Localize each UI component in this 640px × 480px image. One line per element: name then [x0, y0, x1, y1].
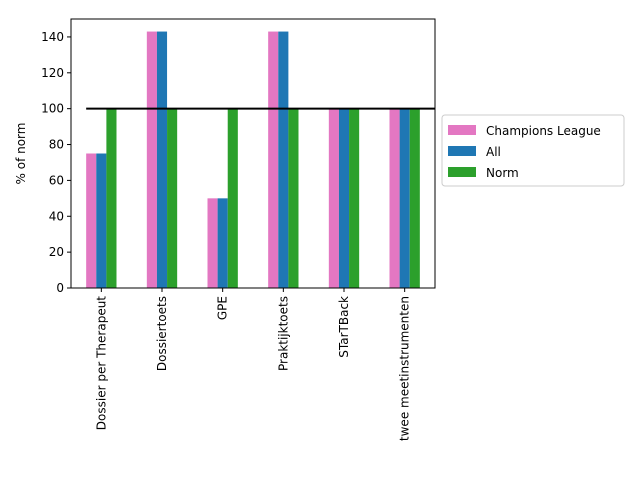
y-tick-label: 0 — [56, 281, 64, 295]
bar-champions-league-3 — [268, 31, 279, 288]
legend-entry-label: All — [486, 145, 501, 159]
legend-swatch — [448, 167, 476, 177]
y-tick-label: 60 — [49, 173, 64, 187]
bars-group — [86, 31, 420, 289]
bar-all-5 — [399, 108, 410, 289]
y-axis-label: % of norm — [14, 123, 28, 185]
bar-norm-4 — [349, 108, 360, 289]
legend-box — [441, 114, 625, 187]
bar-all-4 — [338, 108, 350, 289]
bar-champions-league-2 — [207, 198, 218, 288]
bar-champions-league-4 — [328, 108, 339, 289]
x-tick-label: STarTBack — [337, 296, 351, 358]
bar-norm-0 — [106, 108, 117, 289]
legend-swatch — [448, 146, 476, 156]
x-tick-label: twee meetinstrumenten — [398, 296, 412, 441]
bar-all-0 — [96, 153, 107, 288]
x-tick-label: Praktijktoets — [276, 296, 290, 371]
y-tick-label: 40 — [49, 209, 64, 223]
x-tick-label: Dossiertoets — [155, 296, 169, 371]
legend: Champions League All Norm — [441, 114, 625, 187]
legend-swatch — [448, 125, 476, 135]
bar-all-2 — [217, 198, 228, 288]
y-axis: 0 20 40 60 80 100 120 140 — [41, 30, 71, 295]
y-tick-label: 20 — [49, 245, 64, 259]
y-tick-label: 100 — [41, 102, 64, 116]
legend-entry-label: Norm — [486, 166, 519, 180]
bar-norm-2 — [227, 108, 238, 289]
x-tick-label: GPE — [216, 296, 230, 320]
bar-champions-league-1 — [146, 31, 157, 288]
x-axis: Dossier per Therapeut Dossiertoets GPE Prak… — [94, 288, 412, 441]
legend-entry-label: Champions League — [486, 124, 601, 138]
y-tick-label: 120 — [41, 66, 64, 80]
bar-champions-league-5 — [389, 108, 400, 289]
plot-frame — [70, 18, 436, 289]
bar-norm-5 — [409, 108, 420, 289]
bar-all-3 — [278, 31, 289, 288]
y-tick-label: 80 — [49, 138, 64, 152]
bar-norm-3 — [288, 108, 299, 289]
x-tick-label: Dossier per Therapeut — [94, 296, 108, 431]
y-tick-label: 140 — [41, 30, 64, 44]
bar-champions-league-0 — [86, 153, 97, 288]
bar-norm-1 — [167, 108, 178, 289]
bar-all-1 — [156, 31, 168, 288]
